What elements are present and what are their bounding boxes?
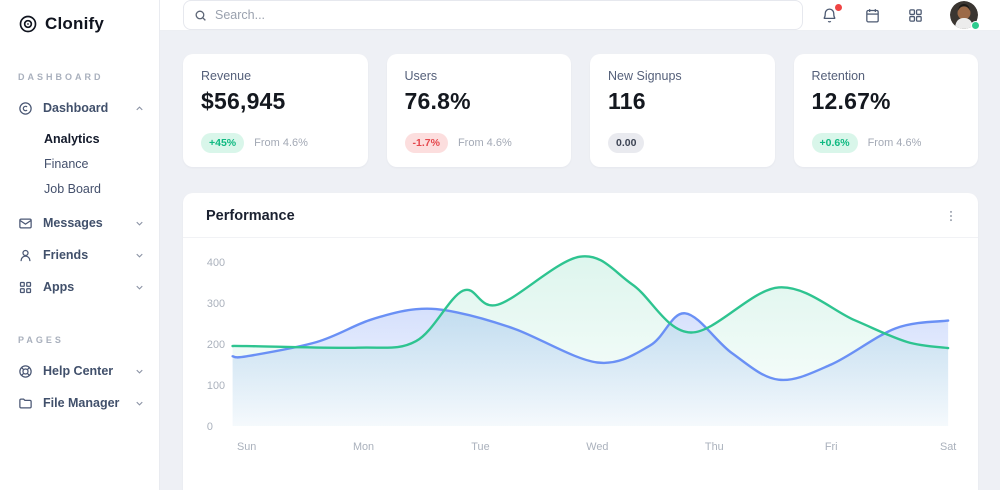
sidebar-item-label: Friends [43,248,89,262]
person-icon [20,249,31,261]
x-tick-label: Wed [586,441,608,453]
logo: Clonify [18,14,147,34]
sidebar: Clonify DASHBOARD Dashboard Analytics Fi… [0,0,160,490]
sidebar-item-dashboard[interactable]: Dashboard [18,92,147,124]
area-fill-green [232,256,949,426]
chevron-down-icon[interactable] [134,398,145,409]
sidebar-item-friends[interactable]: Friends [18,239,147,271]
content: Revenue $56,945 +45% From 4.6% Users 76.… [160,31,1000,490]
stat-card-users: Users 76.8% -1.7% From 4.6% [386,54,571,167]
stat-card-revenue: Revenue $56,945 +45% From 4.6% [183,54,368,167]
stat-card-new-signups: New Signups 116 0.00 [590,54,775,167]
envelope-icon [19,218,32,228]
life-buoy-icon [19,364,32,378]
chart-title: Performance [206,208,295,224]
x-tick-label: Sun [237,441,256,453]
sidebar-item-label: File Manager [43,396,120,410]
stat-value: 12.67% [811,88,891,114]
stat-value: 76.8% [404,88,471,114]
sidebar-item-label: Help Center [43,364,114,378]
y-tick-label: 400 [207,257,225,269]
kebab-menu-icon[interactable] [940,205,962,227]
app-title: Clonify [45,14,105,33]
apps-grid-icon[interactable] [907,7,924,24]
sidebar-item-file-manager[interactable]: File Manager [18,387,147,419]
chevron-up-icon[interactable] [134,103,145,114]
x-tick-label: Tue [471,441,489,453]
section-label-dashboard: DASHBOARD [18,72,104,82]
performance-card: Performance 0 100 200 300 400 Sun Mon Tue Wed Thu… [183,193,978,490]
sidebar-item-label: Messages [43,216,103,230]
y-tick-label: 300 [207,298,225,310]
stats-grid: Revenue $56,945 +45% From 4.6% Users 76.… [183,54,978,167]
sidebar-item-help-center[interactable]: Help Center [18,355,147,387]
chevron-down-icon[interactable] [134,282,145,293]
search-input[interactable] [215,8,792,22]
chevron-down-icon[interactable] [134,218,145,229]
trend-badge: 0.00 [608,133,645,153]
performance-chart: 0 100 200 300 400 Sun Mon Tue Wed Thu Fri Sat [183,238,978,474]
search-icon [194,9,207,22]
dashboard-icon [19,101,32,115]
stat-note: From 4.6% [254,137,308,149]
stat-label: Revenue [201,69,252,83]
notification-dot [835,3,842,11]
grid-icon [19,281,32,293]
x-tick-label: Thu [705,441,724,453]
chevron-down-icon[interactable] [134,250,145,261]
trend-badge: +45% [201,133,245,153]
y-tick-label: 100 [207,380,225,392]
user-avatar[interactable] [950,1,980,30]
logo-icon [18,14,38,34]
stat-note: From 4.6% [867,137,922,149]
topbar [160,0,1000,31]
sidebar-item-messages[interactable]: Messages [18,207,147,239]
trend-badge: -1.7% [404,133,448,153]
folder-icon [19,398,32,408]
y-tick-label: 0 [207,421,213,433]
calendar-icon[interactable] [864,7,881,24]
series-line-blue [231,307,950,382]
section-label-pages: PAGES [18,335,64,345]
series-line-green [231,255,950,350]
stat-label: Users [404,69,438,83]
x-tick-label: Sat [940,441,956,453]
trend-badge: +0.6% [811,133,858,153]
chevron-down-icon[interactable] [134,366,145,377]
sidebar-item-analytics[interactable]: Analytics [44,131,100,146]
sidebar-item-job-board[interactable]: Job Board [44,181,101,196]
x-tick-label: Fri [825,441,838,453]
stat-value: $56,945 [201,88,286,114]
sidebar-item-label: Dashboard [43,101,109,115]
notifications-bell-icon[interactable] [821,3,842,24]
search-box[interactable] [183,0,803,30]
stat-label: Retention [811,69,866,83]
online-status-dot [971,21,980,30]
y-tick-label: 200 [207,339,225,351]
stat-value: 116 [608,88,646,114]
sidebar-item-finance[interactable]: Finance [44,156,89,171]
x-tick-label: Mon [353,441,374,453]
stat-label: New Signups [608,69,682,83]
stat-card-retention: Retention 12.67% +0.6% From 4.6% [793,54,978,167]
sidebar-item-apps[interactable]: Apps [18,271,147,303]
sidebar-item-label: Apps [43,280,75,294]
stat-note: From 4.6% [457,137,512,149]
